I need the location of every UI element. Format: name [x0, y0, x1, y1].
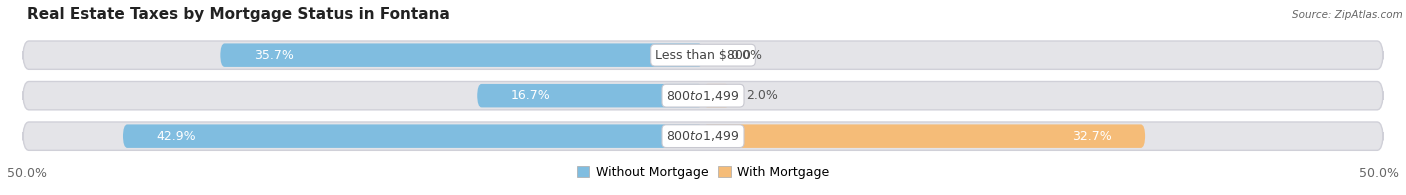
Text: Less than $800: Less than $800: [655, 49, 751, 62]
Text: 35.7%: 35.7%: [254, 49, 294, 62]
FancyBboxPatch shape: [22, 82, 1384, 110]
Text: Real Estate Taxes by Mortgage Status in Fontana: Real Estate Taxes by Mortgage Status in …: [27, 7, 450, 22]
FancyBboxPatch shape: [703, 84, 730, 107]
FancyBboxPatch shape: [221, 43, 703, 67]
FancyBboxPatch shape: [122, 124, 703, 148]
Text: $800 to $1,499: $800 to $1,499: [666, 129, 740, 143]
FancyBboxPatch shape: [22, 122, 1384, 150]
Legend: Without Mortgage, With Mortgage: Without Mortgage, With Mortgage: [572, 161, 834, 184]
Text: 2.0%: 2.0%: [747, 89, 778, 102]
Text: Source: ZipAtlas.com: Source: ZipAtlas.com: [1292, 10, 1403, 20]
Text: 42.9%: 42.9%: [156, 130, 197, 143]
Text: $800 to $1,499: $800 to $1,499: [666, 89, 740, 103]
Text: 32.7%: 32.7%: [1071, 130, 1111, 143]
FancyBboxPatch shape: [703, 124, 1144, 148]
Text: 16.7%: 16.7%: [510, 89, 551, 102]
Text: 0.0%: 0.0%: [730, 49, 762, 62]
FancyBboxPatch shape: [22, 41, 1384, 69]
FancyBboxPatch shape: [477, 84, 703, 107]
